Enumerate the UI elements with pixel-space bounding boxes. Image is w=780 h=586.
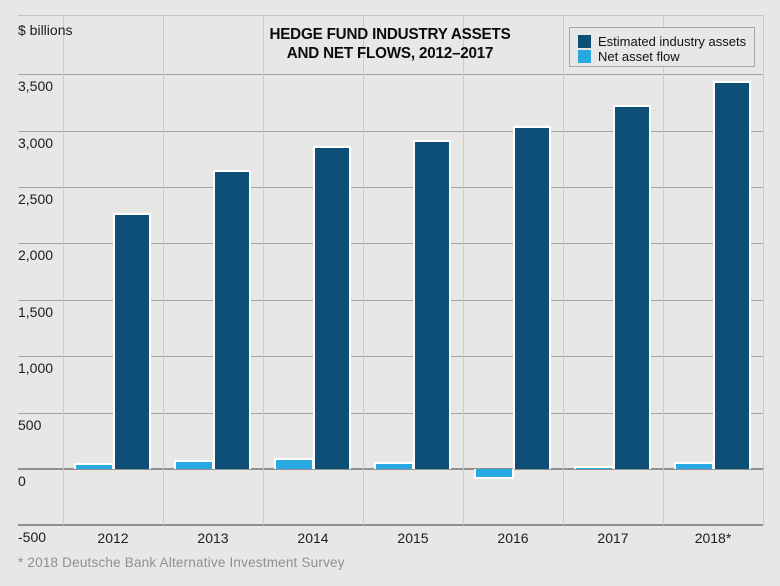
legend-label-assets: Estimated industry assets [598,33,747,49]
bar-assets-2012 [113,213,151,469]
x-tick-2014: 2014 [297,530,329,546]
bar-netflow-2017 [574,465,614,469]
chart-title: HEDGE FUND INDUSTRY ASSETS AND NET FLOWS… [20,25,761,63]
gridline-y-2500 [18,187,763,188]
legend-label-netflow: Net asset flow [598,48,680,64]
gridline-y-2000 [18,243,763,245]
gridline-x-7 [763,15,764,526]
gridline-x-6 [663,15,664,526]
gridline-x-2 [263,15,264,526]
bar-assets-2013 [213,170,251,469]
legend-item-netflow: Net asset flow [578,48,746,64]
gridline-y-3000 [18,130,763,132]
chart-title-line2: AND NET FLOWS, 2012–2017 [286,45,494,62]
bar-assets-2014 [313,145,351,469]
x-tick-2018*: 2018* [694,530,732,546]
y-tick-2500: 2,500 [18,191,54,207]
gridline-x-1 [163,15,164,526]
y-tick--500: -500 [18,529,47,546]
y-tick-1500: 1,500 [18,303,54,320]
legend-swatch-light-icon [578,49,591,63]
gridline-x-4 [463,15,464,526]
bar-netflow-2018* [674,462,714,469]
x-tick-2015: 2015 [397,530,429,546]
bar-netflow-2014 [274,458,314,469]
legend: Estimated industry assets Net asset flow [569,27,755,67]
chart-title-line1: HEDGE FUND INDUSTRY ASSETS [269,26,511,43]
y-tick-500: 500 [18,416,42,433]
y-tick-3500: 3,500 [18,78,54,95]
gridline-y-500 [18,412,763,414]
gridline-x-5 [563,15,564,526]
gridline-y--500 [18,524,763,527]
bar-assets-2015 [413,139,451,469]
x-tick-2016: 2016 [497,530,529,546]
bar-assets-2017 [613,104,651,469]
y-axis-unit-label: $ billions [18,22,73,38]
gridline-x-0 [63,15,64,526]
gridline-x-3 [363,15,364,526]
y-tick-1000: 1,000 [18,360,54,377]
bar-netflow-2013 [174,459,214,469]
bar-netflow-2016 [474,469,514,479]
x-tick-2013: 2013 [197,530,229,546]
legend-item-assets: Estimated industry assets [578,33,747,49]
gridline-y-1000 [18,356,763,358]
bar-netflow-2012 [74,463,114,469]
source-note: * 2018 Deutsche Bank Alternative Investm… [18,555,345,570]
y-tick-0: 0 [18,473,26,489]
gridline-y-1500 [18,299,763,301]
bar-assets-2016 [513,126,551,469]
x-tick-2012: 2012 [97,530,129,546]
legend-swatch-dark-icon [578,34,591,48]
bar-assets-2018* [713,81,751,469]
y-tick-2000: 2,000 [18,247,54,264]
x-tick-2017: 2017 [597,530,629,546]
y-tick-3000: 3,000 [18,134,54,151]
bar-netflow-2015 [374,462,414,469]
gridline-y-3500 [18,74,763,76]
plot-top-border [18,15,763,16]
gridline-y-0 [18,468,763,470]
